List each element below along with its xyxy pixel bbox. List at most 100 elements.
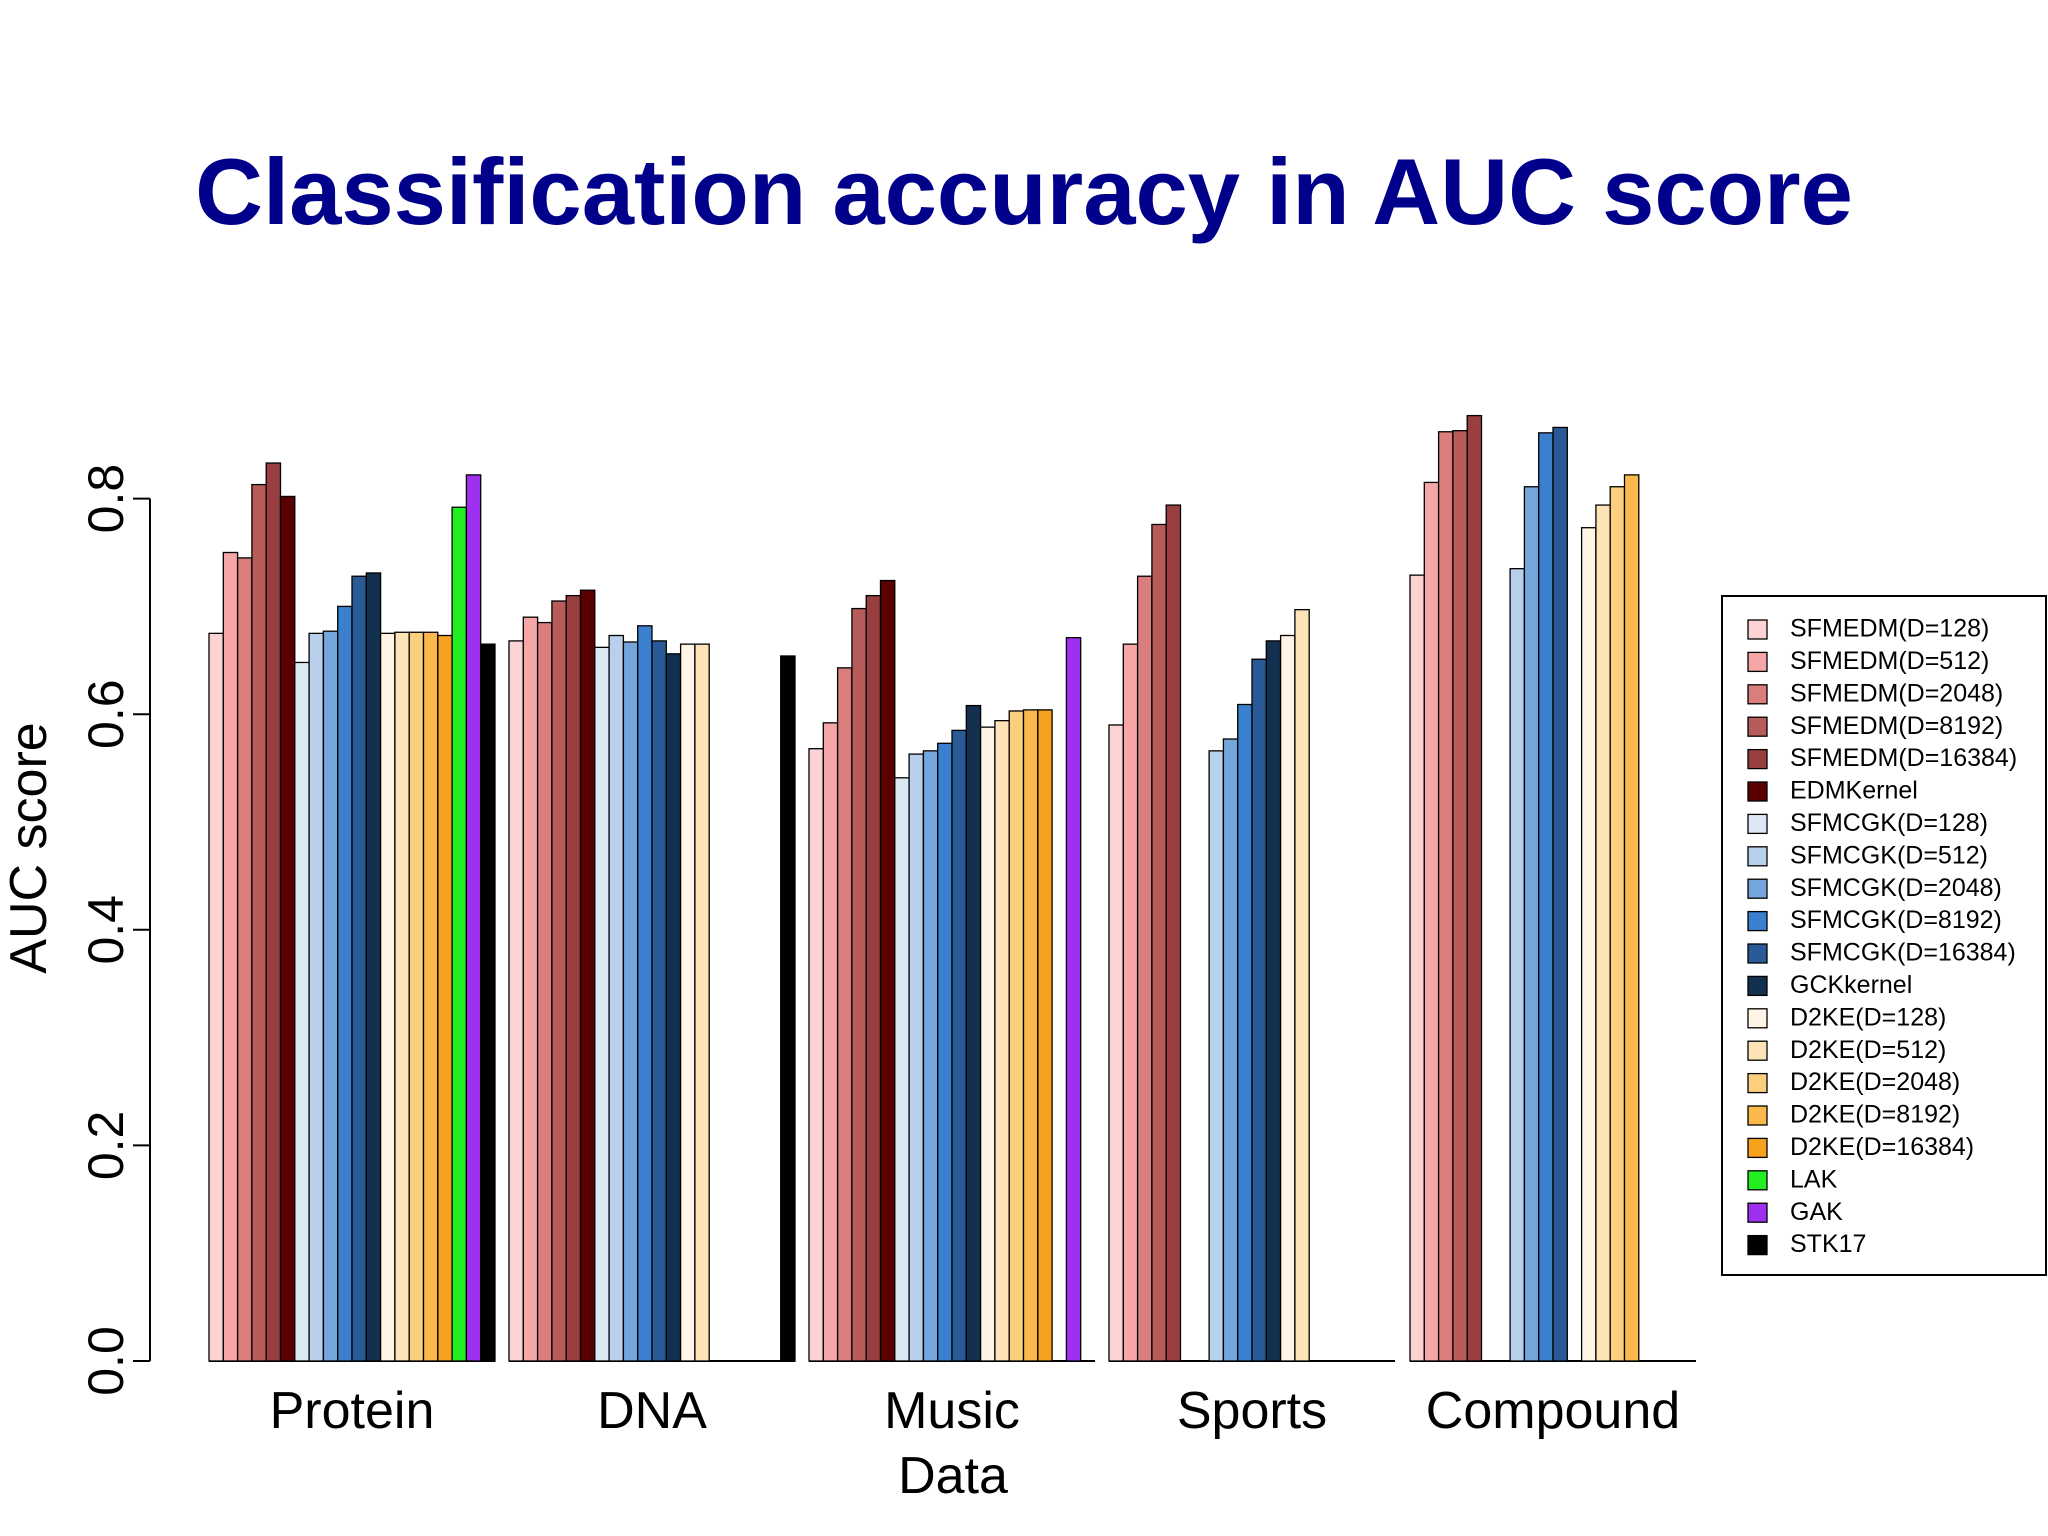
bar: [265, 462, 282, 1362]
x-tick-label: DNA: [597, 1382, 707, 1440]
legend-label: LAK: [1790, 1165, 1838, 1193]
legend-item: SFMEDM(D=512): [1747, 647, 1989, 675]
y-tick-label: 0.4: [78, 895, 134, 965]
bar: [1523, 486, 1540, 1362]
bar: [508, 640, 524, 1362]
bar: [1423, 481, 1440, 1362]
x-tick-label: Compound: [1426, 1382, 1680, 1440]
bar: [622, 641, 639, 1362]
bar: [236, 557, 253, 1362]
y-axis: 0.0 0.2 0.4 0.6 0.8: [78, 464, 151, 1396]
bar: [251, 483, 267, 1362]
bar: [1008, 710, 1025, 1362]
bar: [1108, 724, 1124, 1362]
bar: [694, 643, 710, 1362]
bar: [1265, 640, 1282, 1362]
legend-swatch: [1747, 910, 1768, 932]
legend-swatch: [1747, 1105, 1768, 1126]
bar: [608, 634, 625, 1362]
legend-label: SFMCGK(D=512): [1790, 841, 1988, 869]
legend-swatch: [1747, 1234, 1768, 1256]
bar: [465, 474, 482, 1362]
legend-item: D2KE(D=512): [1747, 1036, 1946, 1064]
bar: [879, 579, 896, 1362]
legend-item: GCKkernel: [1747, 971, 1912, 999]
legend-swatch: [1747, 975, 1768, 997]
legend-item: GAK: [1747, 1198, 1843, 1226]
bar: [1437, 431, 1454, 1362]
bar: [1122, 643, 1139, 1362]
bar: [1279, 634, 1296, 1362]
bar: [451, 506, 468, 1362]
bar-group-compound: Compound: [1409, 414, 1696, 1440]
y-tick-label: 0.0: [78, 1326, 134, 1396]
bar: [422, 631, 439, 1362]
legend-item: D2KE(D=2048): [1747, 1068, 1960, 1096]
legend-item: D2KE(D=8192): [1747, 1101, 1960, 1129]
bar: [780, 655, 796, 1362]
legend-label: D2KE(D=8192): [1790, 1101, 1960, 1129]
legend-swatch: [1747, 943, 1768, 964]
bar: [1222, 738, 1239, 1362]
legend-label: SFMEDM(D=128): [1790, 615, 1989, 643]
legend-item: D2KE(D=128): [1747, 1003, 1946, 1031]
bar: [651, 640, 667, 1362]
bar: [1552, 426, 1568, 1362]
x-tick-label: Protein: [270, 1382, 435, 1440]
legend-item: STK17: [1747, 1230, 1866, 1258]
bar: [1151, 523, 1167, 1362]
legend-label: D2KE(D=16384): [1790, 1133, 1974, 1161]
bar: [351, 575, 367, 1362]
legend-label: SFMEDM(D=2048): [1790, 679, 2003, 707]
bar: [222, 551, 239, 1362]
slide-title: Classification accuracy in AUC score: [195, 139, 1853, 244]
legend-label: SFMCGK(D=128): [1790, 809, 1988, 837]
bar: [979, 726, 996, 1362]
legend-item: SFMCGK(D=16384): [1747, 939, 2016, 967]
bar: [394, 631, 410, 1362]
legend-item: EDMKernel: [1747, 777, 1918, 805]
bar: [1165, 504, 1182, 1362]
bar: [1538, 432, 1554, 1362]
bar: [437, 634, 453, 1362]
legend-label: GAK: [1790, 1198, 1843, 1226]
bar: [322, 630, 339, 1362]
bar: [337, 605, 353, 1362]
bar: [308, 632, 325, 1362]
legend-swatch: [1747, 1008, 1768, 1029]
bar: [294, 661, 310, 1362]
bar: [965, 704, 982, 1362]
x-tick-label: Sports: [1177, 1382, 1327, 1440]
bar: [937, 742, 953, 1362]
bar: [279, 495, 296, 1362]
bar: [1208, 750, 1225, 1362]
legend-swatch: [1747, 748, 1768, 770]
legend-item: SFMEDM(D=128): [1747, 615, 1989, 643]
bar: [536, 621, 553, 1362]
y-tick-label: 0.2: [78, 1111, 134, 1181]
bar: [1509, 568, 1526, 1362]
bar: [480, 643, 496, 1362]
legend-item: SFMEDM(D=2048): [1747, 679, 2003, 707]
legend-swatch: [1747, 1202, 1768, 1223]
legend-label: D2KE(D=512): [1790, 1036, 1946, 1064]
bar: [851, 607, 867, 1362]
bar: [1294, 608, 1310, 1362]
legend-item: SFMCGK(D=2048): [1747, 874, 2002, 902]
legend-swatch: [1747, 813, 1768, 835]
legend-label: STK17: [1790, 1230, 1866, 1258]
legend-item: SFMCGK(D=512): [1747, 841, 1988, 869]
bar: [594, 646, 610, 1362]
y-tick-label: 0.8: [78, 464, 134, 534]
bar: [922, 750, 939, 1362]
legend-label: GCKkernel: [1790, 971, 1912, 999]
legend-item: SFMEDM(D=8192): [1747, 712, 2003, 740]
legend-item: SFMCGK(D=128): [1747, 809, 1988, 837]
bar: [1037, 709, 1053, 1362]
bar-group-music: Music: [808, 579, 1095, 1440]
legend-label: SFMEDM(D=16384): [1790, 744, 2017, 772]
legend-label: SFMCGK(D=2048): [1790, 874, 2002, 902]
legend-label: EDMKernel: [1790, 777, 1918, 805]
bar: [1251, 658, 1267, 1362]
